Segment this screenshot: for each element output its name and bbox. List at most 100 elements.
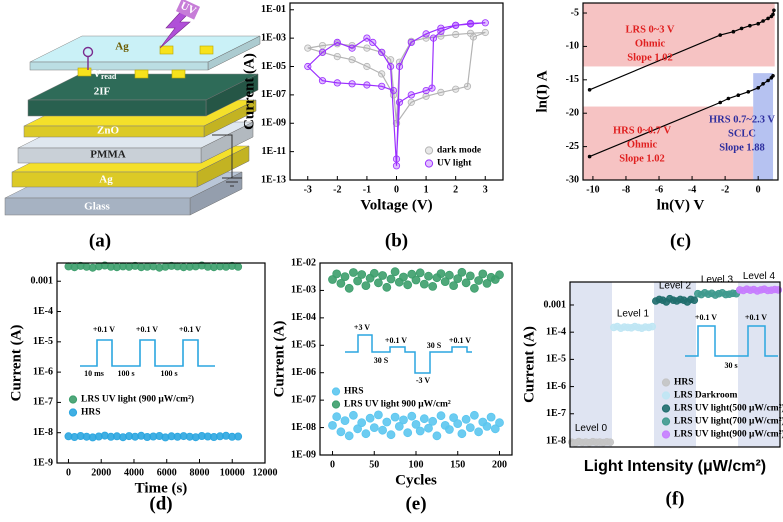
- data-point: [495, 270, 504, 280]
- x-axis-label: Time (s): [135, 480, 188, 496]
- data-point: [766, 78, 770, 83]
- legend-label: LRS UV light(500 μW/cm²): [674, 403, 783, 414]
- data-point: [587, 154, 592, 159]
- chart-panel: 1E-8 1E-7 1E-6 1E-5 1E-4 0.001 Level 0 Level 1 L…: [521, 271, 783, 510]
- data-point: [411, 419, 421, 429]
- y-tick-label: 1E-4: [33, 306, 53, 317]
- data-point: [348, 44, 356, 52]
- data-point: [739, 26, 744, 31]
- data-point: [429, 34, 438, 42]
- data-point: [761, 19, 765, 23]
- legend: HRS LRS Darkroom LRS UV light(500 μW/cm²) L…: [661, 378, 783, 440]
- data-point: [466, 19, 475, 27]
- plot-frame: [56, 262, 266, 464]
- data-point: [466, 29, 475, 37]
- y-tick-label: 1E-9: [33, 457, 53, 468]
- shaded-region: [753, 73, 774, 180]
- data-point: [328, 420, 337, 430]
- data-point: [449, 281, 459, 291]
- x-tick-label: -10: [586, 184, 599, 195]
- data-point: [378, 48, 386, 56]
- inset: +3 V +0.1 V 30 S -3 V 30 S +0.1 V: [345, 323, 472, 385]
- inset-label: 30 S: [427, 341, 442, 350]
- data-point: [422, 92, 430, 100]
- data-point: [463, 82, 472, 90]
- ground-wire: [212, 134, 242, 187]
- data-point: [415, 426, 425, 436]
- data-point: [336, 427, 346, 437]
- electrode: [159, 45, 174, 55]
- legend-marker: [661, 391, 671, 400]
- data-point: [403, 280, 413, 290]
- data-point: [392, 155, 401, 163]
- y-tick-label: -25: [566, 141, 579, 152]
- annotation: HRS 0~0.7 V: [613, 125, 671, 136]
- data-point: [453, 274, 463, 284]
- legend-label: UV light: [437, 159, 472, 169]
- data-point: [444, 425, 454, 434]
- data-point: [428, 84, 436, 92]
- inset-label: 10 ms: [84, 369, 104, 378]
- legend-marker: [661, 378, 671, 387]
- legend-label: HRS: [674, 378, 694, 388]
- inset-label: +0.1 V: [93, 325, 115, 334]
- data-point: [357, 418, 367, 428]
- y-tick-label: 1E-07: [291, 394, 316, 405]
- electrode: [199, 45, 214, 55]
- y-tick-label: 1E-02: [291, 257, 316, 268]
- data-point: [422, 87, 430, 95]
- vread-label: Vread: [93, 68, 117, 81]
- data-point: [332, 269, 342, 279]
- data-point: [333, 38, 341, 47]
- data-point: [365, 413, 375, 423]
- data-point: [481, 19, 489, 27]
- y-tick-label: 0.001: [544, 299, 567, 310]
- data-point: [403, 428, 413, 438]
- data-point: [771, 74, 775, 78]
- data-point: [437, 24, 445, 32]
- legend-label: LRS UV light (900 μW/cm²): [81, 394, 194, 405]
- panel-label: (d): [149, 493, 172, 514]
- data-point: [304, 44, 312, 52]
- y-tick-label: 1E-6: [546, 381, 566, 392]
- inset-label: +3 V: [354, 323, 370, 332]
- category-band: [738, 282, 780, 447]
- data-point: [361, 281, 371, 291]
- y-tick-label: 1E-01: [261, 4, 286, 15]
- data-point: [340, 416, 350, 426]
- inset: +0.1 V +0.1 V +0.1 V 10 ms 100 s 100 s: [80, 325, 215, 378]
- data-point: [606, 438, 615, 447]
- data-point: [407, 411, 417, 421]
- inset-label: 100 s: [160, 369, 177, 378]
- annotation: LRS 0~3 V: [625, 24, 674, 35]
- pulse-waveform: [345, 334, 472, 374]
- electrode: [171, 69, 186, 79]
- x-tick-label: 8000: [189, 467, 209, 478]
- data-point: [774, 286, 783, 294]
- legend-label: LRS Darkroom: [674, 391, 738, 401]
- shaded-region: [583, 3, 775, 67]
- inset-label: +0.1 V: [179, 325, 201, 334]
- legend-label: HRS: [344, 387, 364, 397]
- plot-frame: [582, 2, 779, 181]
- data-point: [490, 424, 500, 434]
- annotation: Ohmic: [627, 139, 658, 150]
- y-tick-label: 1E-06: [291, 367, 316, 378]
- inset-label: +0.1 V: [385, 336, 407, 345]
- y-tick-label: 1E-03: [261, 32, 286, 43]
- data-point: [234, 262, 243, 271]
- y-tick-label: 1E-09: [291, 449, 316, 460]
- data-point: [318, 41, 327, 50]
- x-axis-label: Cycles: [395, 472, 437, 488]
- legend-label: LRS UV light(900 μW/cm²): [674, 429, 783, 440]
- annotation: SCLC: [728, 128, 756, 139]
- data-point: [436, 269, 446, 279]
- data-point: [363, 62, 371, 71]
- data-point: [344, 283, 354, 293]
- layer-label: 2IF: [94, 86, 111, 98]
- data-point: [474, 276, 484, 285]
- data-point: [386, 274, 396, 284]
- x-tick-label: -8: [622, 184, 630, 195]
